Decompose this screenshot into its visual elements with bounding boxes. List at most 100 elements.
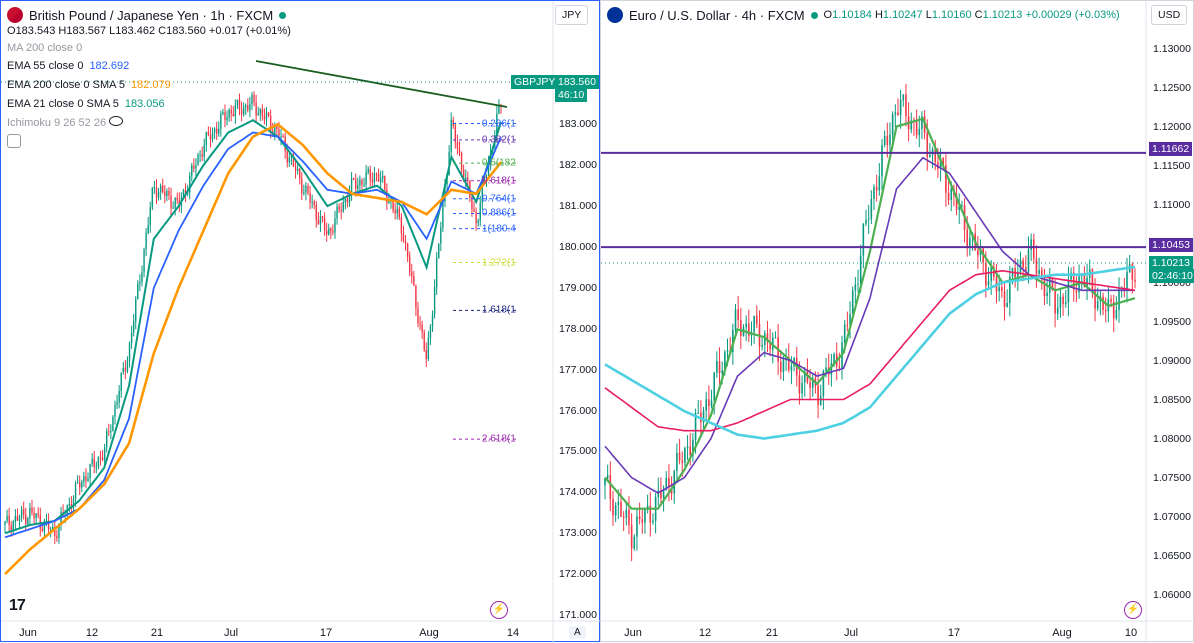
- candle-body: [213, 128, 216, 133]
- candle-body: [830, 363, 833, 375]
- candle-body: [479, 202, 481, 221]
- candle-body: [644, 508, 646, 523]
- candle-body: [191, 165, 193, 176]
- candle-body: [203, 144, 205, 157]
- candle-body: [702, 410, 705, 423]
- bar-timer-tag: 46:10: [555, 88, 588, 102]
- candle-body: [1035, 258, 1038, 274]
- candle-body: [681, 460, 684, 463]
- candle-body: [205, 131, 208, 145]
- candle-body: [763, 333, 766, 346]
- candle-body: [425, 349, 427, 360]
- candle-body: [456, 142, 459, 149]
- candle-body: [1048, 278, 1051, 293]
- fib-label-2: 0.5(182: [481, 157, 516, 169]
- candle-body: [1038, 269, 1040, 274]
- collapse-legend-button[interactable]: [7, 134, 21, 151]
- candle-body: [132, 321, 135, 333]
- eurusd-title[interactable]: Euro / U.S. Dollar · 4h · FXCM: [629, 7, 805, 23]
- auto-scale-button[interactable]: A: [569, 626, 586, 639]
- time-tick: 12: [85, 627, 99, 639]
- candle-body: [249, 104, 251, 111]
- indicator-ichimoku[interactable]: Ichimoku 9 26 52 26: [7, 116, 124, 129]
- candle-body: [45, 520, 48, 522]
- candle-body: [710, 400, 713, 407]
- candle-body: [843, 324, 846, 343]
- candle-body: [47, 520, 50, 530]
- candle-body: [89, 463, 91, 479]
- candle-body: [1006, 303, 1008, 307]
- indicator-ema200[interactable]: EMA 200 close 0 SMA 5 182.079: [7, 79, 171, 91]
- candle-body: [1064, 302, 1067, 304]
- time-tick: Aug: [1052, 627, 1072, 639]
- eurusd-chart-canvas[interactable]: [601, 1, 1194, 643]
- candle-body: [348, 193, 351, 203]
- price-tick: 177.000: [559, 363, 597, 376]
- candle-body: [1056, 307, 1059, 314]
- candle-body: [386, 189, 388, 203]
- candle-body: [1110, 299, 1112, 302]
- candle-body: [910, 120, 913, 130]
- candle-body: [415, 285, 417, 309]
- candle-body: [176, 197, 178, 201]
- gbpjpy-currency-button[interactable]: JPY: [555, 5, 589, 25]
- candle-body: [444, 183, 446, 202]
- candle-body: [74, 483, 77, 500]
- price-tick: 1.12000: [1153, 120, 1191, 133]
- candle-body: [367, 169, 369, 173]
- candle-body: [622, 516, 625, 518]
- price-tick: 173.000: [559, 527, 597, 540]
- indicator-ma200[interactable]: MA 200 close 0: [7, 42, 83, 54]
- candle-body: [955, 194, 958, 210]
- lightning-icon[interactable]: ⚡: [490, 601, 508, 619]
- candle-body: [236, 99, 239, 106]
- price-tick: 179.000: [559, 281, 597, 294]
- eur-flag-icon: [607, 7, 623, 23]
- candle-body: [298, 168, 301, 179]
- candle-body: [377, 173, 380, 182]
- candle-body: [6, 515, 8, 522]
- tradingview-logo[interactable]: 17: [9, 597, 26, 614]
- candle-body: [365, 172, 367, 185]
- candle-body: [609, 475, 612, 499]
- ema200-line: [4, 122, 503, 576]
- last-price-tag: 1.10213: [1149, 256, 1193, 270]
- candle-body: [809, 381, 811, 388]
- candle-body: [686, 446, 689, 449]
- candle-body: [481, 182, 484, 203]
- fib-label-4: 0.764(1: [481, 193, 516, 205]
- candle-body: [737, 309, 739, 321]
- candle-body: [427, 338, 430, 360]
- candle-body: [1059, 296, 1062, 308]
- hidden-eye-icon[interactable]: [109, 116, 124, 126]
- candle-body: [883, 135, 886, 145]
- candle-body: [76, 482, 79, 484]
- eurusd-chart-pane[interactable]: Euro / U.S. Dollar · 4h · FXCM O1.10184 …: [600, 0, 1194, 643]
- eurusd-currency-button[interactable]: USD: [1151, 5, 1188, 25]
- candle-body: [431, 314, 434, 327]
- candle-body: [889, 134, 891, 145]
- candle-body: [259, 109, 261, 114]
- lightning-icon[interactable]: ⚡: [1124, 601, 1142, 619]
- candle-body: [8, 515, 10, 526]
- gbp-flag-icon: [7, 7, 23, 23]
- indicator-ema55[interactable]: EMA 55 close 0 182.692: [7, 60, 130, 72]
- gbpjpy-chart-pane[interactable]: British Pound / Japanese Yen · 1h · FXCM…: [0, 0, 601, 643]
- candle-body: [748, 323, 750, 336]
- candle-body: [261, 109, 264, 117]
- candle-body: [238, 99, 241, 110]
- candle-body: [309, 193, 311, 203]
- gbpjpy-title[interactable]: British Pound / Japanese Yen · 1h · FXCM: [29, 7, 274, 23]
- eurusd-header: Euro / U.S. Dollar · 4h · FXCM O1.10184 …: [607, 7, 1120, 23]
- candle-body: [477, 220, 479, 224]
- candle-body: [157, 192, 160, 198]
- indicator-ema21[interactable]: EMA 21 close 0 SMA 5 183.056: [7, 98, 165, 110]
- candle-body: [355, 179, 357, 189]
- candle-body: [274, 126, 276, 135]
- candle-body: [918, 128, 921, 136]
- gbpjpy-chart-canvas[interactable]: [1, 1, 601, 643]
- candle-body: [1025, 267, 1027, 273]
- price-tick: 183.000: [559, 118, 597, 131]
- fib-label-7: 1.272(1: [481, 257, 516, 269]
- candle-body: [37, 513, 39, 516]
